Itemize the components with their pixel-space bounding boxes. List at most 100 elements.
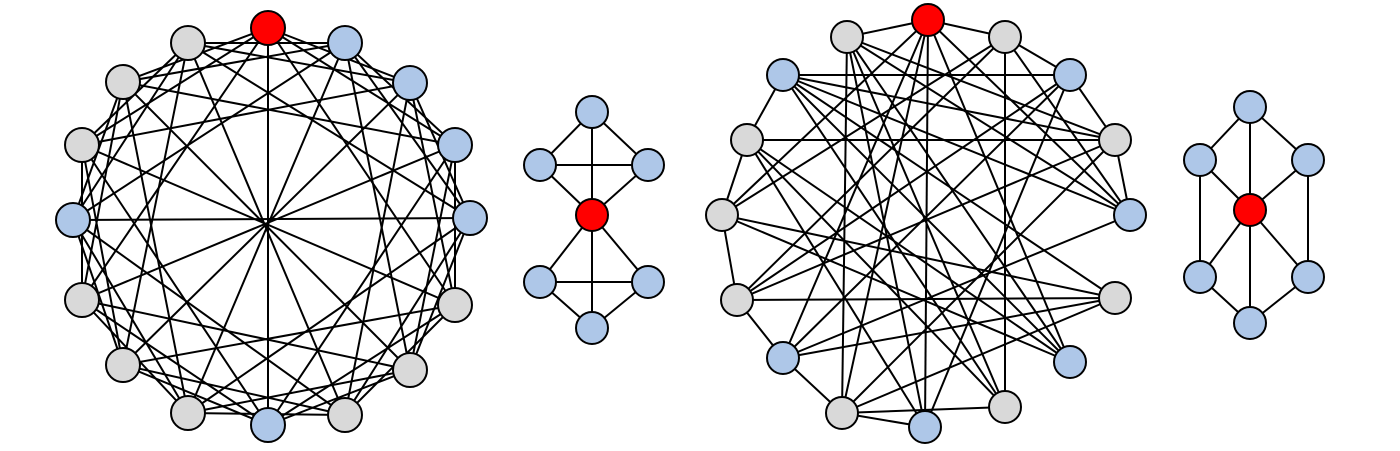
edge	[746, 139, 1006, 408]
node	[392, 65, 428, 101]
node	[825, 396, 859, 430]
node	[1183, 143, 1217, 177]
edge	[344, 82, 411, 416]
edge	[187, 42, 471, 219]
edge	[72, 217, 471, 221]
edge	[846, 36, 926, 428]
node	[64, 127, 100, 163]
edge	[81, 144, 124, 366]
node	[1291, 143, 1325, 177]
edge	[72, 219, 346, 416]
node	[452, 200, 488, 236]
node	[575, 95, 609, 129]
node	[575, 311, 609, 345]
edge	[1004, 36, 1131, 216]
edge	[736, 74, 1071, 301]
edge	[344, 42, 471, 219]
edge	[81, 299, 269, 426]
node	[575, 198, 609, 232]
node	[523, 265, 557, 299]
edge	[746, 139, 926, 428]
node	[1183, 260, 1217, 294]
edge	[267, 27, 456, 146]
edge	[72, 219, 189, 414]
edge	[927, 19, 1131, 216]
graph-ring	[55, 10, 488, 443]
node	[170, 395, 206, 431]
edge	[267, 369, 411, 426]
edge	[782, 74, 1071, 363]
edge	[846, 36, 1071, 363]
edge	[782, 74, 1116, 141]
edge	[782, 297, 1116, 359]
node	[392, 352, 428, 388]
edge	[721, 19, 929, 216]
edge	[122, 42, 189, 366]
node	[908, 410, 942, 444]
edge	[841, 19, 929, 414]
node	[64, 282, 100, 318]
node	[1113, 198, 1147, 232]
edge	[122, 364, 269, 426]
edge	[846, 36, 1131, 216]
edge	[841, 406, 1006, 414]
node	[170, 25, 206, 61]
node	[1098, 123, 1132, 157]
node	[523, 148, 557, 182]
edge	[81, 144, 269, 426]
edge	[72, 42, 189, 221]
node	[1233, 306, 1267, 340]
edge	[409, 217, 471, 371]
node	[705, 198, 739, 232]
node	[988, 390, 1022, 424]
node	[105, 64, 141, 100]
node	[250, 407, 286, 443]
edge	[721, 214, 1116, 299]
edge	[267, 27, 456, 306]
node	[55, 202, 91, 238]
edge	[782, 74, 1131, 216]
edge	[122, 81, 456, 146]
node	[988, 20, 1022, 54]
edge	[81, 82, 411, 146]
node	[250, 10, 286, 46]
edge	[924, 74, 1071, 428]
edge	[187, 217, 471, 414]
edge	[81, 299, 411, 371]
node	[720, 283, 754, 317]
edge	[187, 42, 411, 84]
edge	[81, 27, 269, 146]
graph-diamond	[523, 95, 665, 345]
graph-hexagon	[1183, 90, 1325, 340]
node	[1053, 345, 1087, 379]
graph-irregular	[705, 3, 1147, 444]
node	[1291, 260, 1325, 294]
edge	[841, 297, 1116, 414]
node	[1233, 193, 1267, 227]
edge	[721, 214, 1071, 363]
edge	[81, 144, 456, 306]
edge	[122, 304, 456, 366]
edge	[187, 369, 411, 414]
node	[1233, 90, 1267, 124]
node	[911, 3, 945, 37]
node	[766, 58, 800, 92]
edge	[81, 81, 124, 301]
edge	[782, 19, 929, 359]
edge	[782, 214, 1131, 359]
node	[766, 341, 800, 375]
node	[631, 148, 665, 182]
node	[830, 20, 864, 54]
edge	[72, 42, 346, 221]
edge	[841, 36, 848, 414]
edge	[122, 364, 346, 416]
node	[327, 397, 363, 433]
edge	[409, 144, 456, 371]
edge	[782, 74, 1006, 408]
edge	[267, 144, 456, 426]
node	[631, 265, 665, 299]
node	[105, 347, 141, 383]
edge	[746, 139, 1071, 363]
